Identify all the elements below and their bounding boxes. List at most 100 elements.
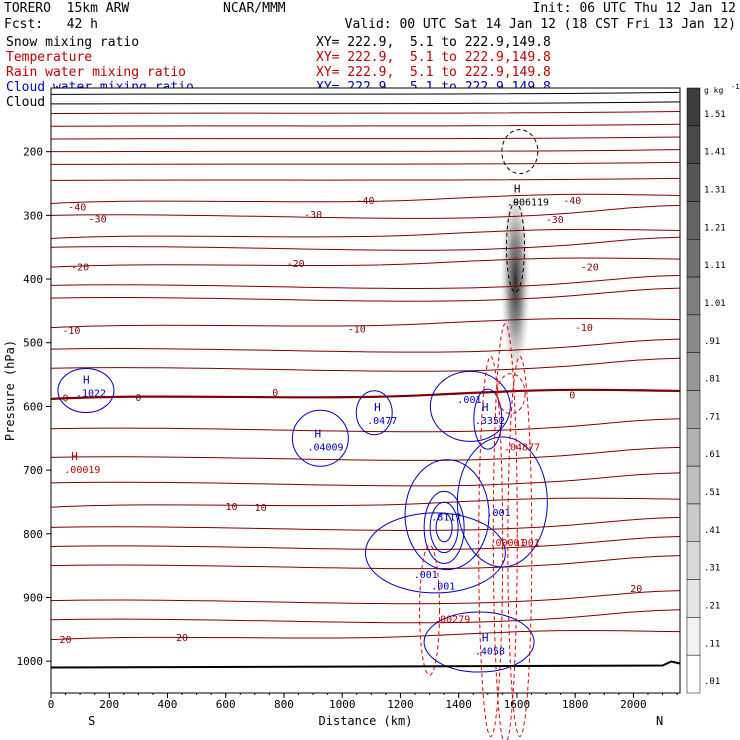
isotherm-line [50,497,681,508]
max-value: .001 [431,581,455,592]
isotherm-line [50,123,681,127]
legend-label: Rain water mixing ratio [6,65,187,80]
x-tick-label: 2000 [620,698,647,711]
colorbar-tick-label: .51 [704,488,720,498]
isotherm-line [50,516,681,531]
colorbar-tick-label: .81 [704,375,720,385]
legend-range: XY= 222.9, 5.1 to 222.9,149.8 [316,50,551,65]
x-tick-label: 400 [158,698,178,711]
colorbar-tick-label: 1.21 [704,223,726,233]
plot-frame [50,87,681,694]
colorbar-swatch [686,125,701,164]
cloud-ice-contour [505,201,525,293]
y-tick-label: 200 [23,146,43,159]
y-tick-label: 600 [23,400,43,413]
isotherm-label: -10 [348,325,366,336]
max-value: .04877 [504,443,540,454]
cloud-water-contour [364,512,506,594]
x-axis-title: Distance (km) [319,714,413,728]
colorbar-swatch [686,87,701,127]
cloud-water-contour [57,368,115,413]
isotherm-line [50,257,681,268]
isotherm-label: -20 [287,259,305,270]
isotherm-line [50,609,681,624]
colorbar-swatch [686,352,701,391]
isotherm-line [50,101,681,105]
colorbar-tick-label: 1.11 [704,261,726,271]
rain-water-contour [507,356,533,738]
max-value: .001 [516,538,540,549]
colorbar-tick-label: .91 [704,337,720,347]
cloud-water-contour [423,490,465,564]
isotherm-line [50,228,681,239]
isotherm-line [50,418,681,433]
colorbar-swatch [686,201,701,240]
isotherm-line [50,91,681,95]
cloud-water-contour [355,390,393,436]
colorbar-tick-label: .01 [704,677,720,687]
max-value: .001 [457,395,481,406]
max-value: .0477 [367,416,397,427]
y-tick-label: 300 [23,209,43,222]
isotherm-label: 10 [226,502,238,513]
colorbar-swatch [686,617,701,656]
max-value: .006119 [507,197,549,208]
cloud-water-contour [429,501,459,554]
isotherm-line [50,629,681,641]
isotherm-line [50,149,681,153]
isotherm-label: 20 [630,584,642,595]
forecast-hour: Fcst: 42 h [4,17,98,32]
colorbar-tick-label: 1.31 [704,186,726,196]
colorbar-swatch [686,579,701,618]
init-time: Init: 06 UTC Thu 12 Jan 12 [532,1,737,16]
max-value: .4058 [475,646,505,657]
colorbar-tick-label: .41 [704,526,720,536]
colorbar-swatch [686,390,701,429]
colorbar-swatch [686,314,701,353]
max-marker: H [71,450,78,463]
y-tick-label: 500 [23,337,43,350]
max-marker: H [482,631,489,644]
y-tick-label: 800 [23,528,43,541]
rain-water-contour [496,373,526,415]
y-tick-label: 1000 [17,655,44,668]
x-tick-label: 1800 [562,698,589,711]
colorbar-tick-label: .31 [704,564,720,574]
snow-plume [500,191,531,392]
colorbar-swatch [686,541,701,580]
isotherm-line [50,274,681,289]
isotherm-line [50,338,681,353]
isotherm-label: -30 [89,215,107,226]
cloud-water-contour [435,512,453,543]
max-value: .00019 [64,465,100,476]
isotherm-label: -20 [581,262,599,273]
x-tick-label: 1600 [504,698,531,711]
colorbar-tick-label: .21 [704,601,720,611]
x-tick-label: 1400 [445,698,472,711]
isotherm-label: -20 [71,262,89,273]
isotherm-line [50,317,681,329]
colorbar-swatch [686,239,701,278]
colorbar-tick-label: .71 [704,412,720,422]
cloud-water-contour [291,409,349,467]
max-marker: H [374,401,381,414]
isotherm-line [50,536,681,551]
colorbar-tick-label: .61 [704,450,720,460]
colorbar-swatch [686,465,701,505]
max-value: .04009 [307,443,343,454]
max-marker: H [314,428,321,441]
isotherm-line [50,472,681,487]
isotherm-label: 0 [63,394,69,405]
north-label: N [656,714,663,728]
colorbar-tick-label: 1.01 [704,299,726,309]
isotherm-label: -10 [575,323,593,334]
colorbar-unit-exponent: -1 [731,83,739,91]
isotherm-line [50,110,681,114]
valid-time: Valid: 00 UTC Sat 14 Jan 12 (18 CST Fri … [344,17,736,32]
x-tick-label: 1200 [387,698,414,711]
isotherm-label: 0 [272,388,278,399]
y-tick-label: 400 [23,273,43,286]
max-value: .00279 [434,615,470,626]
colorbar-tick-label: 1.51 [704,110,726,120]
